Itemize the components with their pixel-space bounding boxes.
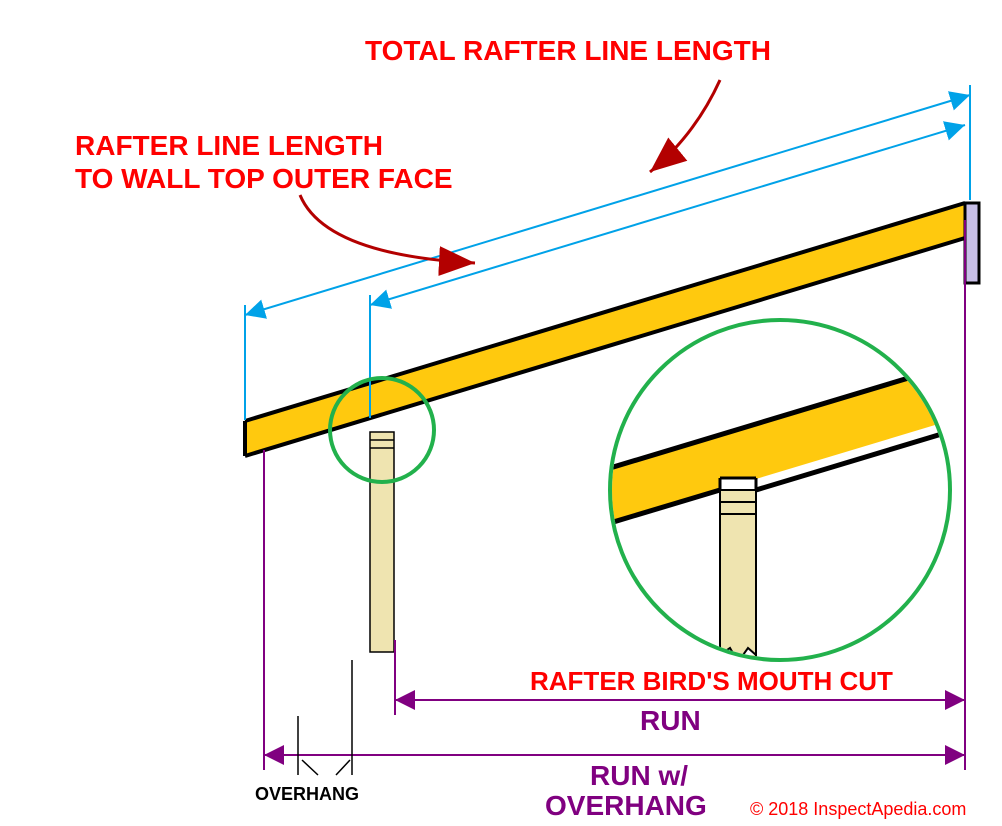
label-total-rafter: TOTAL RAFTER LINE LENGTH: [365, 35, 771, 66]
label-run: RUN: [640, 705, 701, 736]
label-run-overhang-2: OVERHANG: [545, 790, 707, 821]
ridge-board: [965, 203, 979, 283]
wall-post: [370, 432, 394, 652]
overhang-callout: [298, 660, 352, 775]
birds-mouth-detail: [610, 320, 950, 665]
rafter-diagram: TOTAL RAFTER LINE LENGTH RAFTER LINE LEN…: [0, 0, 1002, 826]
label-overhang: OVERHANG: [255, 784, 359, 804]
label-run-overhang-1: RUN w/: [590, 760, 688, 791]
arrow-total-rafter: [650, 80, 720, 172]
label-copyright: © 2018 InspectApedia.com: [750, 799, 966, 819]
label-birds-mouth: RAFTER BIRD'S MOUTH CUT: [530, 666, 893, 696]
label-rafter-to-wall-line2: TO WALL TOP OUTER FACE: [75, 163, 453, 194]
label-rafter-to-wall-line1: RAFTER LINE LENGTH: [75, 130, 383, 161]
